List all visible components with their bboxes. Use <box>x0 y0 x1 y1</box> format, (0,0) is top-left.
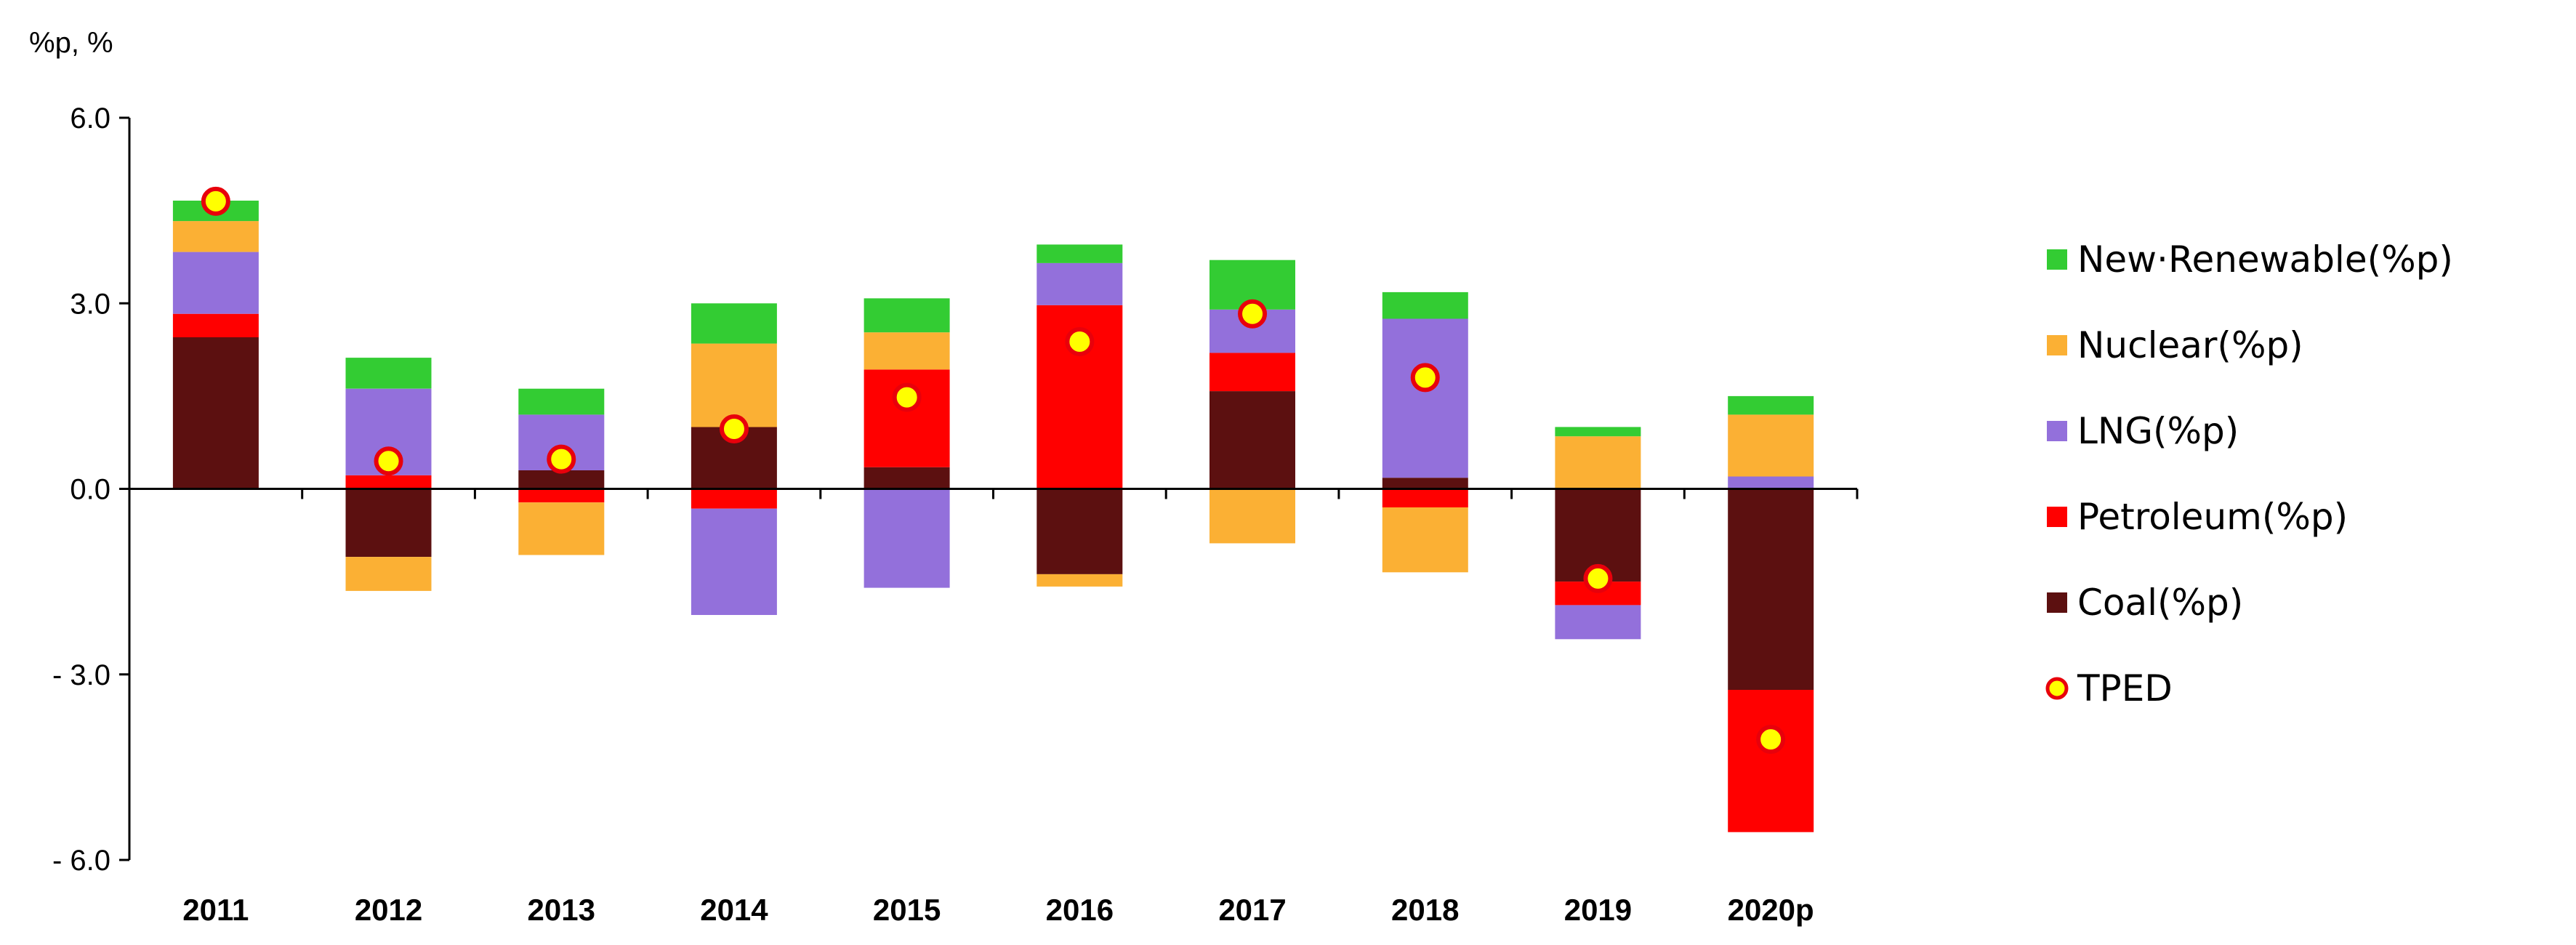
bar-segment-2013-s4 <box>518 388 605 415</box>
bar-segment-2016-s2 <box>1037 262 1123 305</box>
bar-segment-2012-s4 <box>345 358 432 389</box>
legend-marker <box>2045 677 2069 700</box>
legend-swatch <box>2047 592 2067 613</box>
y-tick-label: - 3.0 <box>52 659 110 691</box>
bar-segment-2017-s3 <box>1209 488 1295 544</box>
tped-point-2016 <box>1065 327 1095 357</box>
bar-segment-2011-s3 <box>172 221 259 252</box>
x-tick-labels: 2011 2012 2013 2014 2015 2016 2017 2018 2019 2020… <box>182 893 1814 927</box>
x-tick-label: 2013 <box>528 893 595 927</box>
bar-segment-2020p-s3 <box>1728 414 1814 477</box>
x-tick-label: 2017 <box>1218 893 1286 927</box>
bar-segment-2015-s2 <box>864 488 950 588</box>
tped-point-2014 <box>719 414 749 443</box>
axes-layer <box>119 116 1859 861</box>
tped-point-2020p <box>1756 725 1786 755</box>
legend-label: New·Renewable(%p) <box>2077 238 2453 281</box>
x-tick-label: 2019 <box>1564 893 1632 927</box>
bar-segment-2015-s3 <box>864 332 950 370</box>
bar-segment-2020p-s2 <box>1728 476 1814 489</box>
bar-segment-2012-s3 <box>345 557 432 591</box>
tped-point-2018 <box>1410 363 1440 393</box>
tped-point-2013 <box>547 444 576 474</box>
legend-label: TPED <box>2077 667 2173 709</box>
y-tick-label: - 6.0 <box>52 845 110 877</box>
bar-segment-2014-s4 <box>691 303 777 344</box>
legend: New·Renewable(%p) Nuclear(%p) LNG(%p) Petro… <box>2045 238 2453 709</box>
legend-swatch <box>2047 421 2067 441</box>
bar-segment-2011-s0 <box>172 337 259 489</box>
bar-segment-2018-s0 <box>1382 478 1468 489</box>
bar-segment-2018-s1 <box>1382 488 1468 507</box>
legend-label: Petroleum(%p) <box>2077 496 2348 538</box>
bar-segment-2017-s1 <box>1209 353 1295 392</box>
tped-point-2017 <box>1238 299 1268 329</box>
bars-layer <box>172 201 1814 832</box>
y-tick-label: 0.0 <box>70 474 110 506</box>
legend-label: Nuclear(%p) <box>2077 324 2303 366</box>
bar-segment-2012-s1 <box>345 475 432 489</box>
bar-segment-2018-s2 <box>1382 318 1468 478</box>
bar-segment-2018-s3 <box>1382 507 1468 573</box>
x-tick-label: 2016 <box>1046 893 1114 927</box>
y-tick-label: 6.0 <box>70 102 110 134</box>
bar-segment-2019-s3 <box>1555 436 1641 489</box>
legend-swatch <box>2047 507 2067 527</box>
tped-point-2019 <box>1583 563 1613 593</box>
bar-segment-2012-s0 <box>345 488 432 558</box>
bar-segment-2019-s2 <box>1555 605 1641 640</box>
y-tick-labels: 6.0 3.0 0.0 - 3.0 - 6.0 <box>52 102 110 877</box>
bar-segment-2016-s4 <box>1037 244 1123 263</box>
tped-point-2011 <box>201 186 230 216</box>
legend-label: LNG(%p) <box>2077 410 2239 452</box>
bar-segment-2014-s1 <box>691 488 777 509</box>
bar-segment-2019-s4 <box>1555 427 1641 437</box>
legend-swatch <box>2047 249 2067 270</box>
x-tick-label: 2015 <box>873 893 941 927</box>
x-tick-label: 2018 <box>1391 893 1459 927</box>
bar-segment-2020p-s1 <box>1728 690 1814 832</box>
tped-point-2015 <box>892 382 922 412</box>
bar-segment-2011-s2 <box>172 252 259 314</box>
x-tick-label: 2012 <box>355 893 422 927</box>
x-tick-label: 2011 <box>182 893 249 927</box>
bar-segment-2020p-s4 <box>1728 395 1814 415</box>
bar-segment-2017-s0 <box>1209 391 1295 489</box>
tped-point-2012 <box>374 446 403 476</box>
y-tick-label: 3.0 <box>70 288 110 320</box>
x-tick-label: 2014 <box>700 893 768 927</box>
bar-segment-2016-s0 <box>1037 488 1123 574</box>
bar-segment-2014-s2 <box>691 508 777 615</box>
bar-segment-2018-s4 <box>1382 291 1468 319</box>
legend-label: Coal(%p) <box>2077 582 2243 624</box>
bar-segment-2014-s3 <box>691 343 777 427</box>
bar-segment-2020p-s0 <box>1728 488 1814 690</box>
y-axis-unit-label: %p, % <box>29 27 113 59</box>
bar-segment-2016-s3 <box>1037 574 1123 587</box>
bar-segment-2015-s0 <box>864 467 950 489</box>
legend-swatch <box>2047 335 2067 355</box>
x-tick-label: 2020p <box>1728 893 1814 927</box>
bar-segment-2013-s3 <box>518 502 605 555</box>
bar-segment-2011-s1 <box>172 313 259 337</box>
tped-points-layer <box>201 186 1786 755</box>
bar-segment-2013-s1 <box>518 488 605 503</box>
bar-segment-2015-s4 <box>864 298 950 333</box>
